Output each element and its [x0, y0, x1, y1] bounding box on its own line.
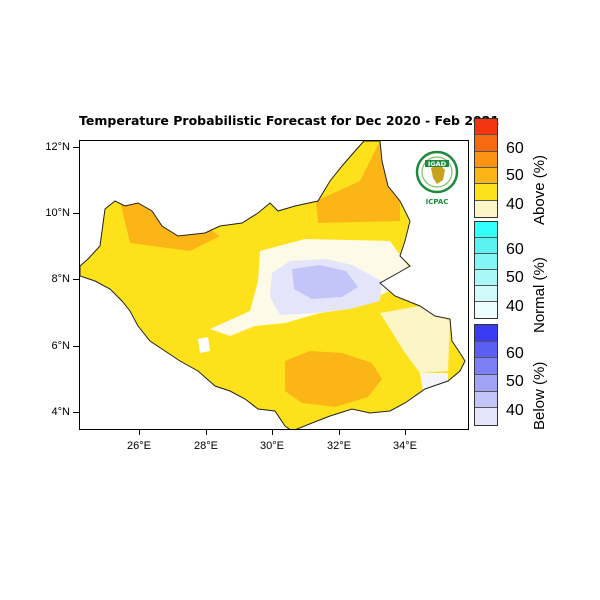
logo-name: ICPAC — [426, 198, 449, 206]
lon-label-26e: 26°E — [127, 440, 151, 452]
legend-swatch — [475, 167, 497, 185]
legend-swatch — [475, 222, 497, 238]
lat-label-12n: 12°N — [45, 141, 70, 153]
legend-below-label-50: 50 — [506, 373, 524, 390]
igad-icpac-logo: IGAD ICPAC — [413, 150, 461, 210]
legend-normal-label-60: 60 — [506, 241, 524, 258]
lat-label-8n: 8°N — [51, 273, 70, 285]
lat-tick — [73, 213, 79, 214]
legend-swatch — [475, 200, 497, 217]
legend-swatch — [475, 358, 497, 375]
legend-swatch — [475, 184, 497, 201]
above-40-region-east-pale — [380, 306, 450, 373]
forecast-map — [80, 141, 466, 429]
legend-below-title: Below (%) — [531, 361, 548, 430]
lat-tick — [73, 412, 79, 413]
lon-tick — [339, 430, 340, 435]
lat-label-10n: 10°N — [45, 207, 70, 219]
legend-swatch — [475, 270, 497, 286]
legend-above-label-50: 50 — [506, 167, 524, 184]
lat-label-4n: 4°N — [51, 406, 70, 418]
above-50-region-northwest — [120, 201, 220, 251]
legend-above-colorbar — [474, 118, 498, 218]
lon-label-30e: 30°E — [260, 440, 284, 452]
legend-swatch — [475, 391, 497, 409]
legend-normal-colorbar — [474, 221, 498, 319]
legend-swatch — [475, 119, 497, 136]
below-50-region — [292, 265, 358, 299]
logo-acronym: IGAD — [428, 160, 447, 168]
lat-tick — [73, 346, 79, 347]
legend-above-title: Above (%) — [531, 154, 548, 225]
legend-below-colorbar — [474, 324, 498, 426]
map-title: Temperature Probabilistic Forecast for D… — [79, 113, 500, 128]
lon-tick — [405, 430, 406, 435]
legend-below-label-40: 40 — [506, 402, 524, 419]
legend-swatch — [475, 374, 497, 392]
lon-label-28e: 28°E — [194, 440, 218, 452]
legend-above-label-40: 40 — [506, 196, 524, 213]
lat-tick — [73, 147, 79, 148]
lat-tick — [73, 279, 79, 280]
forecast-fill — [80, 141, 465, 429]
legend-swatch — [475, 408, 497, 425]
above-50-region-south — [285, 351, 382, 407]
lon-label-32e: 32°E — [327, 440, 351, 452]
country-boundary — [80, 141, 466, 429]
white-region-southeast — [420, 373, 448, 403]
legend-swatch — [475, 325, 497, 342]
legend-normal-label-40: 40 — [506, 298, 524, 315]
legend-swatch — [475, 286, 497, 302]
legend-above-label-60: 60 — [506, 140, 524, 157]
above-50-region-northeast — [316, 141, 400, 223]
lat-label-6n: 6°N — [51, 340, 70, 352]
map-frame — [79, 140, 469, 430]
legend-normal-label-50: 50 — [506, 269, 524, 286]
legend-below-label-60: 60 — [506, 345, 524, 362]
legend-swatch — [475, 238, 497, 254]
lon-tick — [206, 430, 207, 435]
legend-swatch — [475, 135, 497, 152]
lon-tick — [272, 430, 273, 435]
white-spot-west — [198, 337, 210, 353]
legend-swatch — [475, 341, 497, 359]
legend-normal-title: Normal (%) — [531, 257, 548, 333]
lon-tick — [139, 430, 140, 435]
legend-swatch — [475, 151, 497, 168]
legend-swatch — [475, 254, 497, 270]
lon-label-34e: 34°E — [393, 440, 417, 452]
legend-swatch — [475, 302, 497, 318]
